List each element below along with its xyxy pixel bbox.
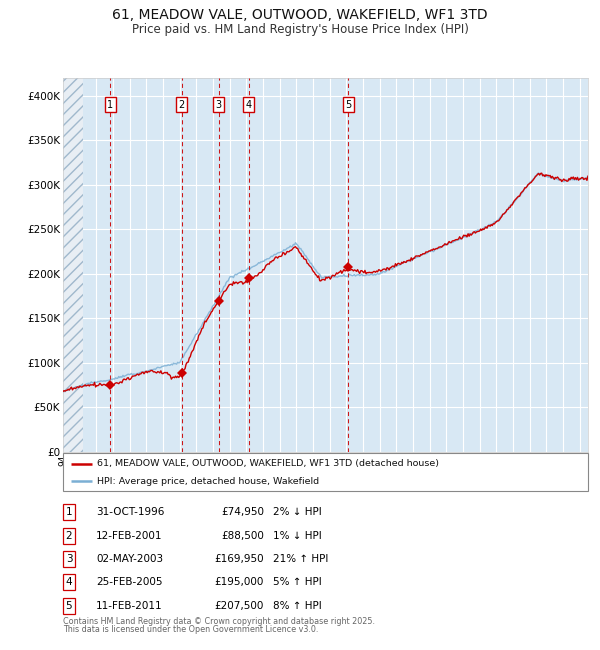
Text: 61, MEADOW VALE, OUTWOOD, WAKEFIELD, WF1 3TD: 61, MEADOW VALE, OUTWOOD, WAKEFIELD, WF1… [112,8,488,23]
Text: £207,500: £207,500 [215,601,264,611]
Text: 11-FEB-2011: 11-FEB-2011 [96,601,163,611]
Text: 12-FEB-2001: 12-FEB-2001 [96,530,163,541]
Text: 5: 5 [345,99,352,110]
Text: £169,950: £169,950 [214,554,264,564]
Text: Contains HM Land Registry data © Crown copyright and database right 2025.: Contains HM Land Registry data © Crown c… [63,617,375,626]
FancyBboxPatch shape [63,453,588,491]
Text: 3: 3 [215,99,221,110]
Text: 2: 2 [65,530,73,541]
Text: £88,500: £88,500 [221,530,264,541]
Text: 1: 1 [107,99,113,110]
Text: 5% ↑ HPI: 5% ↑ HPI [273,577,322,588]
Text: £74,950: £74,950 [221,507,264,517]
Text: 4: 4 [246,99,252,110]
Text: 31-OCT-1996: 31-OCT-1996 [96,507,164,517]
Text: 2% ↓ HPI: 2% ↓ HPI [273,507,322,517]
Text: 25-FEB-2005: 25-FEB-2005 [96,577,163,588]
Text: Price paid vs. HM Land Registry's House Price Index (HPI): Price paid vs. HM Land Registry's House … [131,23,469,36]
Text: £195,000: £195,000 [215,577,264,588]
Text: 1: 1 [65,507,73,517]
Text: 8% ↑ HPI: 8% ↑ HPI [273,601,322,611]
Bar [63,78,83,452]
Text: 02-MAY-2003: 02-MAY-2003 [96,554,163,564]
Text: This data is licensed under the Open Government Licence v3.0.: This data is licensed under the Open Gov… [63,625,319,634]
Text: 61, MEADOW VALE, OUTWOOD, WAKEFIELD, WF1 3TD (detached house): 61, MEADOW VALE, OUTWOOD, WAKEFIELD, WF1… [97,459,439,468]
Text: HPI: Average price, detached house, Wakefield: HPI: Average price, detached house, Wake… [97,477,319,486]
Text: 1% ↓ HPI: 1% ↓ HPI [273,530,322,541]
Text: 3: 3 [65,554,73,564]
Text: 5: 5 [65,601,73,611]
Text: 21% ↑ HPI: 21% ↑ HPI [273,554,328,564]
Text: 2: 2 [179,99,185,110]
Text: 4: 4 [65,577,73,588]
